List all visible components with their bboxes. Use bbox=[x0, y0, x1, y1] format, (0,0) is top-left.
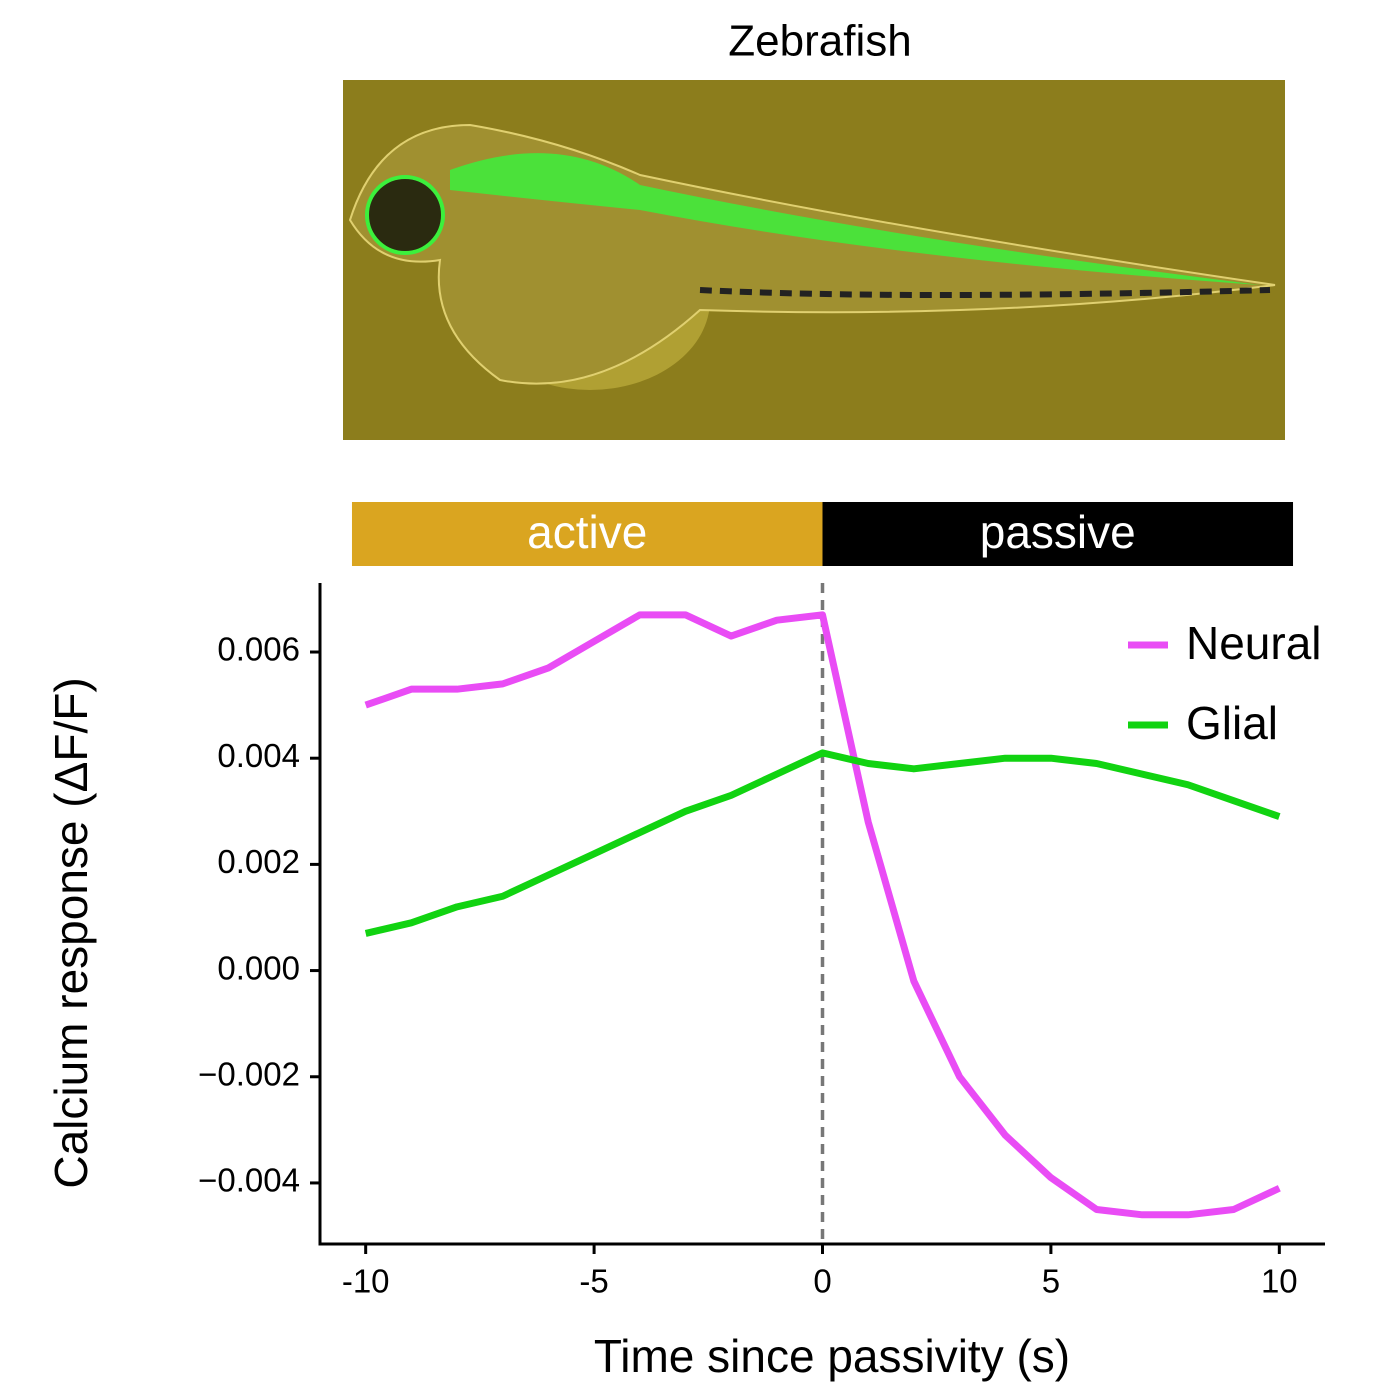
y-tick-label: −0.004 bbox=[198, 1162, 300, 1199]
zebrafish-image bbox=[343, 80, 1285, 440]
x-tick-label: -10 bbox=[342, 1263, 390, 1300]
y-tick-label: 0.006 bbox=[217, 631, 300, 668]
y-tick-label: 0.004 bbox=[217, 737, 300, 774]
phase-label: active bbox=[527, 506, 647, 558]
series-line bbox=[364, 749, 1281, 937]
x-tick-label: 10 bbox=[1261, 1263, 1298, 1300]
y-tick-label: 0.000 bbox=[217, 949, 300, 986]
phase-label: passive bbox=[980, 506, 1136, 558]
y-tick-label: 0.002 bbox=[217, 843, 300, 880]
phase-bar bbox=[351, 502, 823, 566]
y-axis-label: Calcium response (ΔF/F) bbox=[45, 677, 97, 1188]
x-tick-label: -5 bbox=[579, 1263, 608, 1300]
y-tick-label: −0.002 bbox=[198, 1055, 300, 1092]
phase-bar bbox=[822, 502, 1294, 566]
x-tick-label: 0 bbox=[813, 1263, 831, 1300]
legend-label: Glial bbox=[1186, 697, 1278, 749]
series-line bbox=[364, 611, 1281, 1219]
chart-title: Zebrafish bbox=[728, 17, 911, 66]
x-tick-label: 5 bbox=[1042, 1263, 1060, 1300]
legend-label: Neural bbox=[1186, 617, 1322, 669]
x-axis-label: Time since passivity (s) bbox=[594, 1330, 1070, 1382]
